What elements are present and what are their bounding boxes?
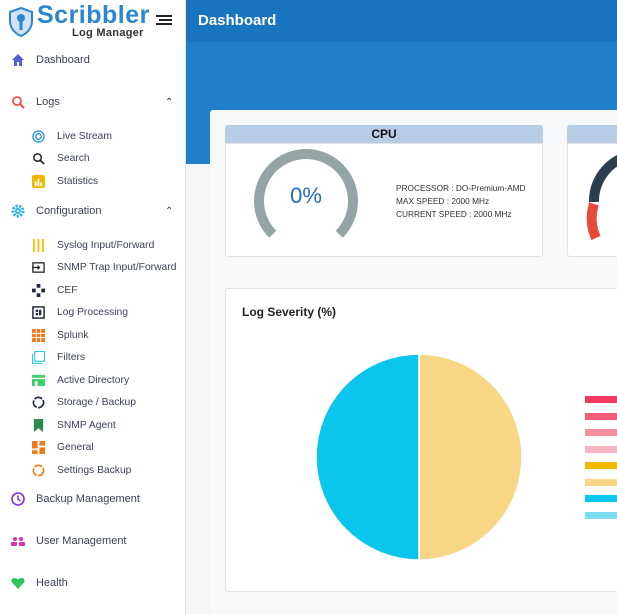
sidebar-item-log-processing[interactable]: Log Processing — [0, 301, 186, 323]
cpu-usage-value: 0% — [290, 183, 322, 208]
image-stack-icon — [32, 350, 45, 364]
gear-icon — [11, 204, 25, 218]
legend-swatch[interactable] — [585, 412, 617, 420]
sidebar-item-label: Syslog Input/Forward — [57, 239, 155, 251]
sidebar-item-backup-management[interactable]: Backup Management — [0, 488, 186, 510]
sidebar-item-label: Storage / Backup — [57, 396, 136, 408]
legend-swatch[interactable] — [585, 495, 617, 502]
clock-icon — [11, 492, 25, 506]
legend-swatch[interactable] — [585, 462, 617, 469]
gamepad-icon — [32, 283, 45, 297]
dashboard-tiles-icon — [32, 440, 45, 454]
legend-swatch[interactable] — [585, 445, 617, 453]
heart-icon — [11, 577, 25, 589]
cpu-gauge-track — [254, 149, 358, 238]
legend-swatch[interactable] — [585, 396, 617, 403]
app-subtitle: Log Manager — [72, 27, 144, 39]
sidebar-item-snmp-trap[interactable]: SNMP Trap Input/Forward — [0, 256, 186, 278]
sidebar-item-label: CEF — [57, 284, 78, 296]
sidebar-item-health[interactable]: Health — [0, 572, 186, 594]
circle-notch-icon — [32, 464, 45, 476]
sidebar-item-search[interactable]: Search — [0, 147, 186, 169]
pie-slice[interactable] — [418, 353, 523, 561]
bookmark-icon — [33, 418, 44, 432]
app-name: Scribbler — [37, 1, 150, 29]
sidebar-item-label: Health — [36, 577, 68, 589]
sidebar-item-label: User Management — [36, 535, 127, 547]
menu-toggle-icon[interactable] — [156, 13, 172, 27]
sliders-icon — [32, 238, 45, 252]
sidebar-item-filters[interactable]: Filters — [0, 346, 186, 368]
sidebar-item-statistics[interactable]: Statistics — [0, 170, 186, 192]
memory-gauge — [586, 155, 617, 241]
pie-slice[interactable] — [315, 353, 420, 561]
sidebar: Scribbler Log Manager Dashboard Logs ⌃ L… — [0, 0, 186, 614]
search-icon — [12, 96, 25, 109]
sidebar-item-label: Configuration — [36, 205, 102, 217]
sidebar-item-label: Dashboard — [36, 54, 90, 66]
chevron-up-icon[interactable]: ⌃ — [165, 96, 174, 108]
sidebar-item-label: Active Directory — [57, 374, 130, 386]
sidebar-item-label: Logs — [36, 96, 60, 108]
store-icon — [32, 374, 45, 386]
cpu-processor: PROCESSOR : DO-Premium-AMD — [396, 183, 526, 193]
legend-swatch[interactable] — [585, 511, 617, 519]
sidebar-item-dashboard[interactable]: Dashboard — [0, 49, 186, 71]
users-icon — [11, 537, 25, 546]
cpu-info: PROCESSOR : DO-Premium-AMD MAX SPEED : 2… — [396, 182, 526, 221]
processing-icon — [32, 305, 45, 319]
circle-notch-icon — [32, 396, 45, 408]
page-title: Dashboard — [198, 12, 277, 29]
sidebar-item-label: Filters — [57, 351, 86, 363]
sidebar-item-label: General — [57, 441, 94, 453]
cpu-gauge: 0% — [254, 149, 358, 238]
cpu-card-title: CPU — [225, 125, 543, 143]
sidebar-item-label: Search — [57, 152, 90, 164]
sidebar-item-label: Log Processing — [57, 306, 128, 318]
sidebar-item-label: Backup Management — [36, 493, 140, 505]
shield-logo-icon — [9, 7, 33, 37]
cpu-max-speed: MAX SPEED : 2000 MHz — [396, 196, 490, 206]
home-icon — [12, 54, 24, 66]
live-stream-icon — [32, 129, 45, 143]
sidebar-item-label: Statistics — [57, 175, 99, 187]
memory-gauge-free — [588, 155, 617, 203]
sidebar-item-label: Settings Backup — [57, 464, 132, 476]
sidebar-item-user-management[interactable]: User Management — [0, 530, 186, 552]
sidebar-item-label: SNMP Agent — [57, 419, 116, 431]
cpu-current-speed: CURRENT SPEED : 2000 MHz — [396, 209, 512, 219]
grid-icon — [32, 328, 45, 342]
log-severity-title: Log Severity (%) — [242, 305, 337, 319]
sidebar-item-label: Splunk — [57, 329, 89, 341]
sidebar-item-label: SNMP Trap Input/Forward — [57, 261, 177, 273]
sidebar-item-snmp-agent[interactable]: SNMP Agent — [0, 414, 186, 436]
top-header: Dashboard — [186, 0, 617, 42]
sidebar-item-active-directory[interactable]: Active Directory — [0, 369, 186, 391]
memory-card-title — [567, 125, 617, 143]
bar-chart-icon — [32, 174, 45, 188]
sidebar-item-splunk[interactable]: Splunk — [0, 324, 186, 346]
memory-gauge-used — [586, 202, 601, 241]
sidebar-item-cef[interactable]: CEF — [0, 279, 186, 301]
legend-swatch[interactable] — [585, 478, 617, 486]
sidebar-item-general[interactable]: General — [0, 436, 186, 458]
log-severity-pie — [315, 353, 523, 561]
cpu-card: 0% PROCESSOR : DO-Premium-AMD MAX SPEED … — [225, 143, 543, 257]
sidebar-item-logs[interactable]: Logs ⌃ — [0, 91, 186, 113]
app-logo[interactable]: Scribbler Log Manager — [8, 1, 150, 41]
search-icon — [33, 152, 45, 165]
input-icon — [32, 261, 45, 273]
sidebar-item-settings-backup[interactable]: Settings Backup — [0, 459, 186, 481]
sidebar-item-syslog[interactable]: Syslog Input/Forward — [0, 234, 186, 256]
log-severity-card: Log Severity (%) — [225, 288, 617, 592]
sidebar-item-label: Live Stream — [57, 130, 112, 142]
memory-card — [567, 143, 617, 257]
legend-swatch[interactable] — [585, 429, 617, 436]
sidebar-item-live-stream[interactable]: Live Stream — [0, 125, 186, 147]
chevron-up-icon[interactable]: ⌃ — [165, 205, 174, 217]
sidebar-item-storage-backup[interactable]: Storage / Backup — [0, 391, 186, 413]
sidebar-item-configuration[interactable]: Configuration ⌃ — [0, 200, 186, 222]
